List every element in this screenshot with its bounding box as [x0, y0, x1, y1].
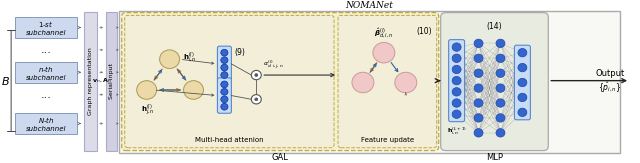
Circle shape — [518, 93, 527, 102]
Text: $1$-st
subchannel: $1$-st subchannel — [26, 19, 67, 36]
Text: (9): (9) — [234, 48, 245, 57]
Text: $\mathbf{v}_n,\mathbf{A}_n$: $\mathbf{v}_n,\mathbf{A}_n$ — [92, 76, 111, 85]
Text: Serial input: Serial input — [109, 63, 114, 99]
Circle shape — [496, 99, 505, 107]
Circle shape — [518, 108, 527, 117]
Circle shape — [518, 48, 527, 57]
Text: $\alpha_{d,i,j,n}^{(l)}$: $\alpha_{d,i,j,n}^{(l)}$ — [263, 59, 284, 71]
Circle shape — [518, 63, 527, 72]
Circle shape — [255, 98, 258, 101]
Circle shape — [221, 104, 228, 110]
Text: $\hat{\boldsymbol{\beta}}_{d,i,n}^{(l)}$: $\hat{\boldsymbol{\beta}}_{d,i,n}^{(l)}$ — [374, 26, 394, 40]
Text: Multi-head attenion: Multi-head attenion — [195, 137, 264, 143]
Bar — [15, 62, 77, 82]
Text: $n$-th
subchannel: $n$-th subchannel — [26, 64, 67, 81]
FancyBboxPatch shape — [122, 13, 438, 151]
Text: $N$-th
subchannel: $N$-th subchannel — [26, 115, 67, 132]
Circle shape — [474, 129, 483, 137]
Bar — [119, 11, 620, 153]
Text: $\mathbf{h}_{i,n}^{(L+1)}$: $\mathbf{h}_{i,n}^{(L+1)}$ — [447, 125, 467, 136]
Circle shape — [221, 96, 228, 103]
Text: (14): (14) — [486, 22, 502, 31]
Circle shape — [221, 81, 228, 88]
Circle shape — [452, 65, 461, 74]
Circle shape — [474, 84, 483, 92]
Circle shape — [452, 43, 461, 51]
Circle shape — [496, 84, 505, 92]
Circle shape — [252, 70, 261, 80]
Circle shape — [252, 95, 261, 104]
FancyBboxPatch shape — [515, 45, 531, 120]
Circle shape — [137, 81, 157, 99]
Circle shape — [474, 114, 483, 122]
Circle shape — [184, 81, 204, 99]
FancyBboxPatch shape — [441, 13, 548, 151]
Circle shape — [474, 69, 483, 77]
Text: Feature update: Feature update — [361, 137, 414, 143]
Circle shape — [221, 96, 228, 103]
Circle shape — [221, 49, 228, 56]
Text: MLP: MLP — [486, 153, 503, 162]
Text: NOMANet: NOMANet — [346, 1, 394, 10]
FancyBboxPatch shape — [338, 15, 436, 148]
Circle shape — [452, 54, 461, 62]
Circle shape — [518, 78, 527, 87]
Text: Output: Output — [595, 69, 625, 78]
Circle shape — [159, 50, 180, 68]
Circle shape — [496, 69, 505, 77]
Circle shape — [395, 72, 417, 93]
Circle shape — [496, 129, 505, 137]
Circle shape — [352, 72, 374, 93]
Bar — [84, 12, 97, 151]
Bar — [106, 12, 116, 151]
Text: $\mathbf{h}_{i,n}^{(l)}$: $\mathbf{h}_{i,n}^{(l)}$ — [182, 51, 196, 65]
Circle shape — [474, 99, 483, 107]
Circle shape — [221, 49, 228, 56]
Circle shape — [452, 99, 461, 107]
Circle shape — [452, 76, 461, 85]
Circle shape — [496, 39, 505, 48]
Circle shape — [255, 74, 258, 76]
Circle shape — [474, 54, 483, 62]
Text: Graph representation: Graph representation — [88, 47, 93, 115]
Circle shape — [452, 110, 461, 118]
Circle shape — [496, 54, 505, 62]
Text: ...: ... — [40, 90, 51, 100]
Text: $B$: $B$ — [1, 75, 10, 87]
FancyBboxPatch shape — [218, 46, 232, 82]
Circle shape — [221, 64, 228, 71]
FancyBboxPatch shape — [218, 78, 232, 113]
Circle shape — [452, 88, 461, 96]
Circle shape — [221, 72, 228, 78]
Circle shape — [373, 42, 395, 63]
Text: $\mathbf{h}_{j,n}^{(l)}$: $\mathbf{h}_{j,n}^{(l)}$ — [141, 102, 154, 118]
Circle shape — [221, 64, 228, 71]
Circle shape — [496, 114, 505, 122]
Circle shape — [221, 104, 228, 110]
Bar — [15, 17, 77, 38]
Circle shape — [221, 57, 228, 63]
Circle shape — [221, 89, 228, 95]
Text: (10): (10) — [416, 27, 432, 36]
Bar — [15, 113, 77, 134]
Text: $\{\hat{p}_{i,n}\}$: $\{\hat{p}_{i,n}\}$ — [598, 81, 622, 95]
Circle shape — [474, 39, 483, 48]
Circle shape — [221, 89, 228, 95]
FancyBboxPatch shape — [449, 40, 465, 122]
Circle shape — [221, 72, 228, 78]
Text: ...: ... — [40, 45, 51, 55]
FancyBboxPatch shape — [125, 15, 334, 148]
Text: GAL: GAL — [272, 153, 289, 162]
Circle shape — [221, 57, 228, 63]
Circle shape — [221, 81, 228, 88]
